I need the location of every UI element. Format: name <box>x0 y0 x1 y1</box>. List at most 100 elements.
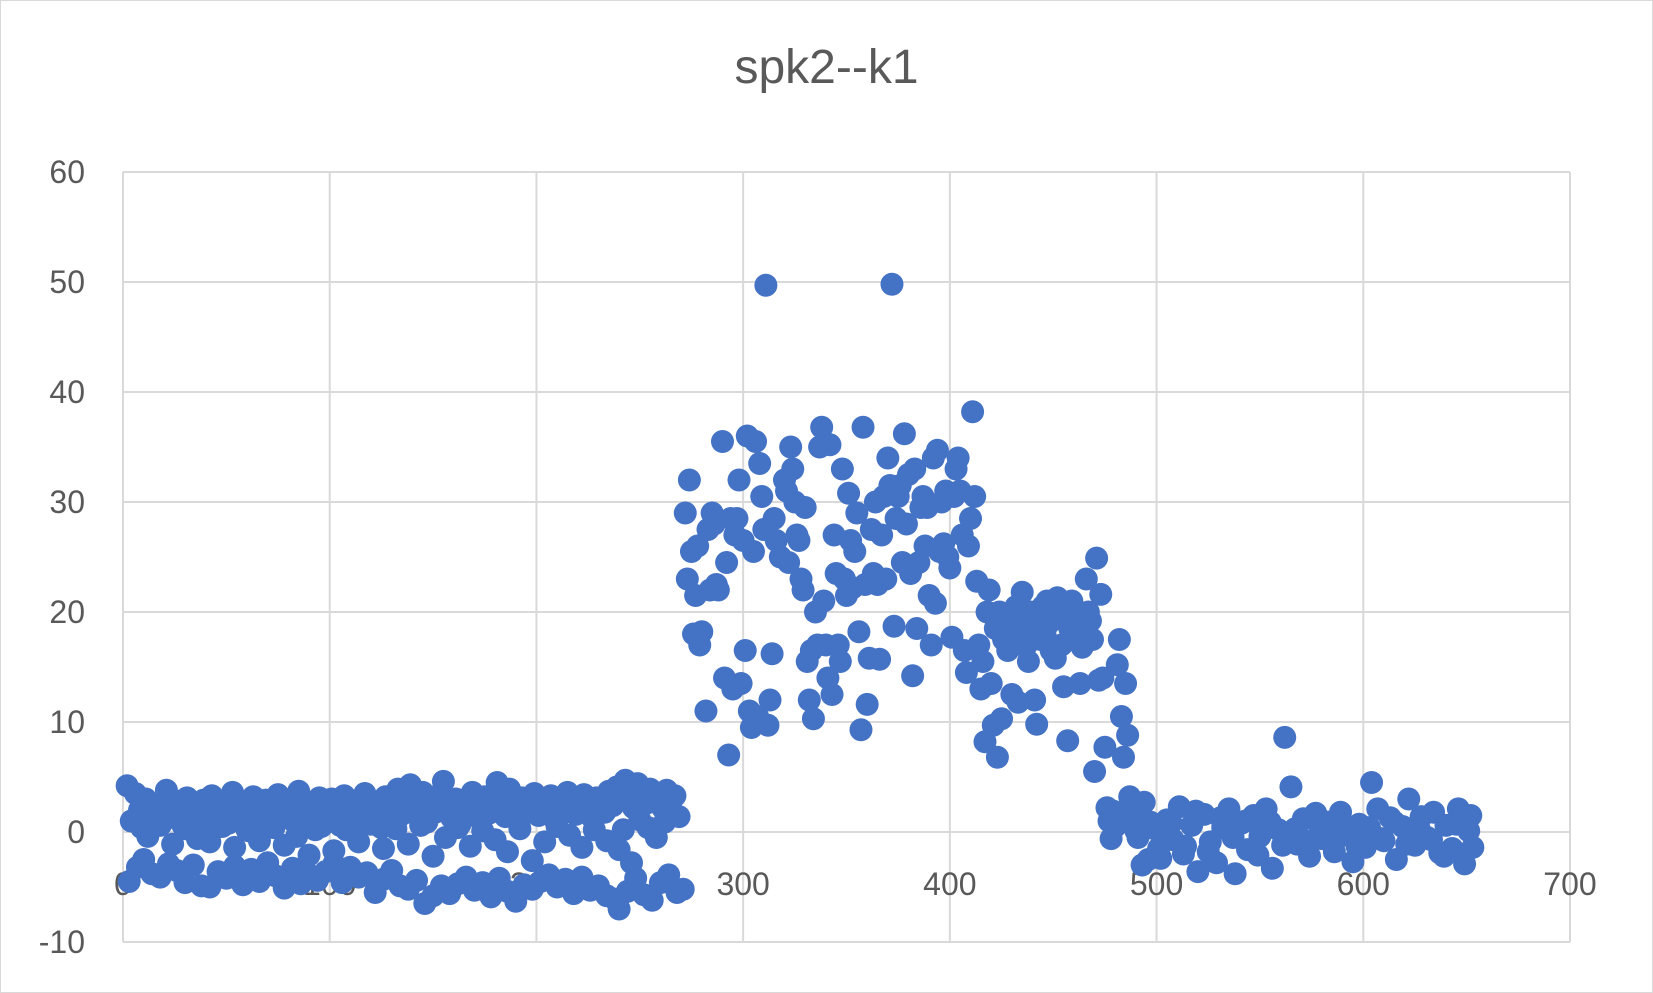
data-point <box>837 481 861 505</box>
data-point <box>1107 628 1131 651</box>
data-point <box>801 707 825 731</box>
data-point <box>396 832 420 856</box>
data-point <box>845 501 869 525</box>
data-point <box>405 868 429 892</box>
data-point <box>210 815 234 838</box>
scatter-series <box>115 272 1485 921</box>
data-point <box>725 507 749 530</box>
data-point <box>359 812 383 836</box>
data-point <box>1056 729 1080 753</box>
data-point <box>777 551 801 574</box>
data-point <box>1068 672 1092 695</box>
chart-title: spk2--k1 <box>734 41 919 94</box>
data-point <box>1308 813 1332 837</box>
data-point <box>1159 811 1183 835</box>
data-point <box>520 849 544 873</box>
data-point <box>762 507 786 530</box>
data-point <box>781 457 805 481</box>
data-point <box>260 812 284 836</box>
data-point <box>1083 760 1107 783</box>
data-point <box>710 430 734 453</box>
data-point <box>347 830 371 854</box>
data-point <box>1320 830 1344 854</box>
x-tick-label: 700 <box>1543 866 1596 902</box>
data-point <box>1111 745 1135 769</box>
data-point <box>1370 827 1394 851</box>
data-point <box>1233 809 1257 833</box>
data-point <box>690 620 714 644</box>
data-point <box>870 523 894 547</box>
data-point <box>458 834 482 858</box>
data-point <box>820 683 844 706</box>
data-point <box>729 672 753 695</box>
data-point <box>640 888 664 912</box>
data-point <box>756 713 780 737</box>
data-point <box>1116 723 1140 747</box>
data-point <box>812 589 836 613</box>
data-point <box>1132 790 1156 814</box>
data-point <box>727 468 751 492</box>
data-point <box>677 468 701 492</box>
data-point <box>247 829 271 853</box>
y-tick-label: 0 <box>67 814 85 850</box>
data-point <box>1432 844 1456 868</box>
data-point <box>828 650 852 673</box>
data-point <box>919 633 943 657</box>
data-point <box>946 446 970 470</box>
data-point <box>297 843 321 867</box>
data-point <box>847 620 871 644</box>
data-point <box>903 457 927 481</box>
data-point <box>754 273 778 297</box>
data-point <box>959 507 983 530</box>
data-point <box>797 688 821 712</box>
data-point <box>717 743 741 767</box>
data-point <box>1221 826 1245 849</box>
data-point <box>1023 688 1047 712</box>
data-point <box>533 830 557 854</box>
y-tick-label: 50 <box>49 264 85 300</box>
y-tick-label: 40 <box>49 374 85 410</box>
data-point <box>1093 735 1117 759</box>
data-point <box>1103 815 1127 838</box>
data-point <box>876 446 900 470</box>
data-point <box>1223 862 1247 886</box>
data-point <box>148 813 172 837</box>
data-point <box>905 617 929 640</box>
y-tick-label: 30 <box>49 484 85 520</box>
data-point <box>1209 806 1233 830</box>
data-point <box>1295 829 1319 853</box>
data-point <box>868 647 892 671</box>
x-tick-label: 300 <box>716 866 769 902</box>
data-point <box>1273 725 1297 749</box>
data-point <box>851 415 875 439</box>
x-tick-label: 600 <box>1337 866 1390 902</box>
data-point <box>1461 835 1485 859</box>
data-point <box>1147 837 1171 860</box>
gridlines <box>122 171 1571 943</box>
data-point <box>760 642 784 666</box>
data-point <box>607 897 631 921</box>
data-point <box>1196 840 1220 864</box>
data-point <box>849 718 873 742</box>
data-point <box>810 415 834 439</box>
data-point <box>744 430 768 453</box>
data-point <box>1080 628 1104 651</box>
data-point <box>894 512 918 536</box>
data-point <box>1186 860 1210 884</box>
data-point <box>198 830 222 854</box>
data-point <box>1016 650 1040 673</box>
data-point <box>309 815 333 838</box>
data-point <box>371 837 395 860</box>
data-point <box>446 816 470 840</box>
data-point <box>750 485 774 508</box>
data-point <box>694 699 718 723</box>
data-point <box>963 485 987 508</box>
data-point <box>1420 828 1444 852</box>
data-point <box>979 672 1003 695</box>
data-point <box>1246 843 1270 867</box>
data-point <box>686 534 710 558</box>
data-point <box>1382 810 1406 834</box>
data-point <box>431 769 455 793</box>
data-point <box>673 501 697 525</box>
